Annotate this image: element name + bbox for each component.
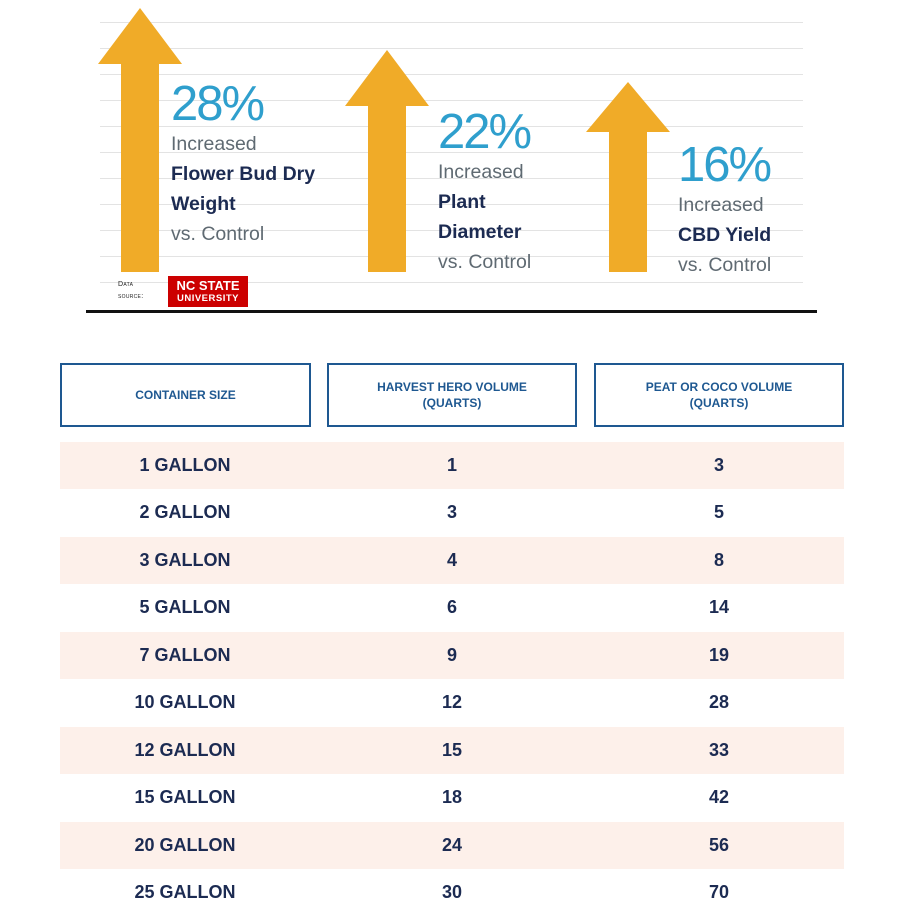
gridline xyxy=(100,100,803,101)
harvest-hero-cell: 15 xyxy=(441,740,463,760)
table-row: 2 GALLON 3 5 xyxy=(60,489,844,536)
container-size-cell: 25 GALLON xyxy=(134,882,236,902)
harvest-hero-cell: 9 xyxy=(446,645,457,665)
container-size-cell: 12 GALLON xyxy=(134,740,236,760)
infographic: 28% Increased Flower Bud Dry Weight vs. … xyxy=(0,0,900,320)
gridline xyxy=(100,152,803,153)
harvest-hero-cell: 24 xyxy=(441,835,463,855)
stat-percent: 22% xyxy=(438,105,532,159)
table-row: 25 GALLON 30 70 xyxy=(60,869,844,916)
stat-line: Plant xyxy=(438,191,486,213)
stat-cbd-yield: 16% Increased CBD Yield vs. Control xyxy=(678,138,772,280)
logo-line: UNIVERSITY xyxy=(176,293,239,304)
peat-coco-cell: 42 xyxy=(708,787,730,807)
gridline xyxy=(100,230,803,231)
data-source-label: Data source: xyxy=(118,279,143,303)
stat-flower-bud: 28% Increased Flower Bud Dry Weight vs. … xyxy=(171,80,315,249)
gridline xyxy=(100,126,803,127)
stat-plant-diameter: 22% Increased Plant Diameter vs. Control xyxy=(438,105,532,277)
peat-coco-cell: 28 xyxy=(708,692,730,712)
gridline xyxy=(100,178,803,179)
gridline xyxy=(100,256,803,257)
up-arrow-icon xyxy=(345,50,429,272)
gridline xyxy=(100,282,803,283)
nc-state-logo: NC STATE UNIVERSITY xyxy=(168,276,248,307)
stat-percent: 16% xyxy=(678,138,772,192)
divider xyxy=(86,310,817,313)
stat-line: Diameter xyxy=(438,221,522,243)
table-row: 10 GALLON 12 28 xyxy=(60,679,844,726)
harvest-hero-cell: 18 xyxy=(441,787,463,807)
stat-line: CBD Yield xyxy=(678,224,772,246)
peat-coco-cell: 8 xyxy=(713,550,724,570)
up-arrow-icon xyxy=(586,82,670,272)
header-text: PEAT OR COCO VOLUME xyxy=(645,380,793,394)
stat-line: Increased xyxy=(438,161,524,183)
stat-line: vs. Control xyxy=(171,223,265,245)
up-arrow-icon xyxy=(98,8,182,272)
container-size-cell: 7 GALLON xyxy=(139,645,231,665)
container-size-cell: 15 GALLON xyxy=(134,787,236,807)
stat-line: Increased xyxy=(678,194,764,216)
container-size-cell: 20 GALLON xyxy=(134,835,236,855)
stat-percent: 28% xyxy=(171,77,265,131)
harvest-hero-cell: 6 xyxy=(446,597,457,617)
gridline xyxy=(100,22,803,23)
peat-coco-cell: 70 xyxy=(708,882,730,902)
harvest-hero-cell: 30 xyxy=(441,882,463,902)
header-container-size: CONTAINER SIZE xyxy=(60,363,311,427)
stat-line: vs. Control xyxy=(678,254,772,276)
peat-coco-cell: 14 xyxy=(708,597,730,617)
stat-line: Flower Bud Dry xyxy=(171,163,316,185)
container-size-cell: 10 GALLON xyxy=(134,692,236,712)
table-row: 3 GALLON 4 8 xyxy=(60,537,844,584)
container-size-cell: 1 GALLON xyxy=(139,455,231,475)
gridline xyxy=(100,48,803,49)
logo-line: NC STATE xyxy=(176,278,240,293)
peat-coco-cell: 19 xyxy=(708,645,730,665)
source-line: Data xyxy=(118,281,134,288)
header-text: (QUARTS) xyxy=(689,396,749,410)
harvest-hero-cell: 12 xyxy=(441,692,463,712)
header-text: (QUARTS) xyxy=(422,396,482,410)
container-size-cell: 3 GALLON xyxy=(139,550,231,570)
source-line: source: xyxy=(118,293,144,300)
table-row: 20 GALLON 24 56 xyxy=(60,822,844,869)
stat-line: vs. Control xyxy=(438,251,532,273)
header-text: CONTAINER SIZE xyxy=(135,388,236,402)
table-row: 1 GALLON 1 3 xyxy=(60,442,844,489)
header-harvest-hero-volume: HARVEST HERO VOLUME (QUARTS) xyxy=(327,363,577,427)
stat-line: Weight xyxy=(171,193,236,215)
header-text: HARVEST HERO VOLUME xyxy=(377,380,527,394)
gridline xyxy=(100,74,803,75)
harvest-hero-cell: 4 xyxy=(446,550,457,570)
container-size-cell: 5 GALLON xyxy=(139,597,231,617)
table-row: 5 GALLON 6 14 xyxy=(60,584,844,631)
table-row: 7 GALLON 9 19 xyxy=(60,632,844,679)
peat-coco-cell: 33 xyxy=(708,740,730,760)
peat-coco-cell: 56 xyxy=(708,835,730,855)
header-peat-coco-volume: PEAT OR COCO VOLUME (QUARTS) xyxy=(594,363,844,427)
stat-line: Increased xyxy=(171,133,257,155)
peat-coco-cell: 3 xyxy=(713,455,724,475)
gridline xyxy=(100,204,803,205)
table-row: 15 GALLON 18 42 xyxy=(60,774,844,821)
container-size-cell: 2 GALLON xyxy=(139,502,231,522)
harvest-hero-cell: 3 xyxy=(446,502,457,522)
table-row: 12 GALLON 15 33 xyxy=(60,727,844,774)
peat-coco-cell: 5 xyxy=(713,502,724,522)
harvest-hero-cell: 1 xyxy=(446,455,457,475)
